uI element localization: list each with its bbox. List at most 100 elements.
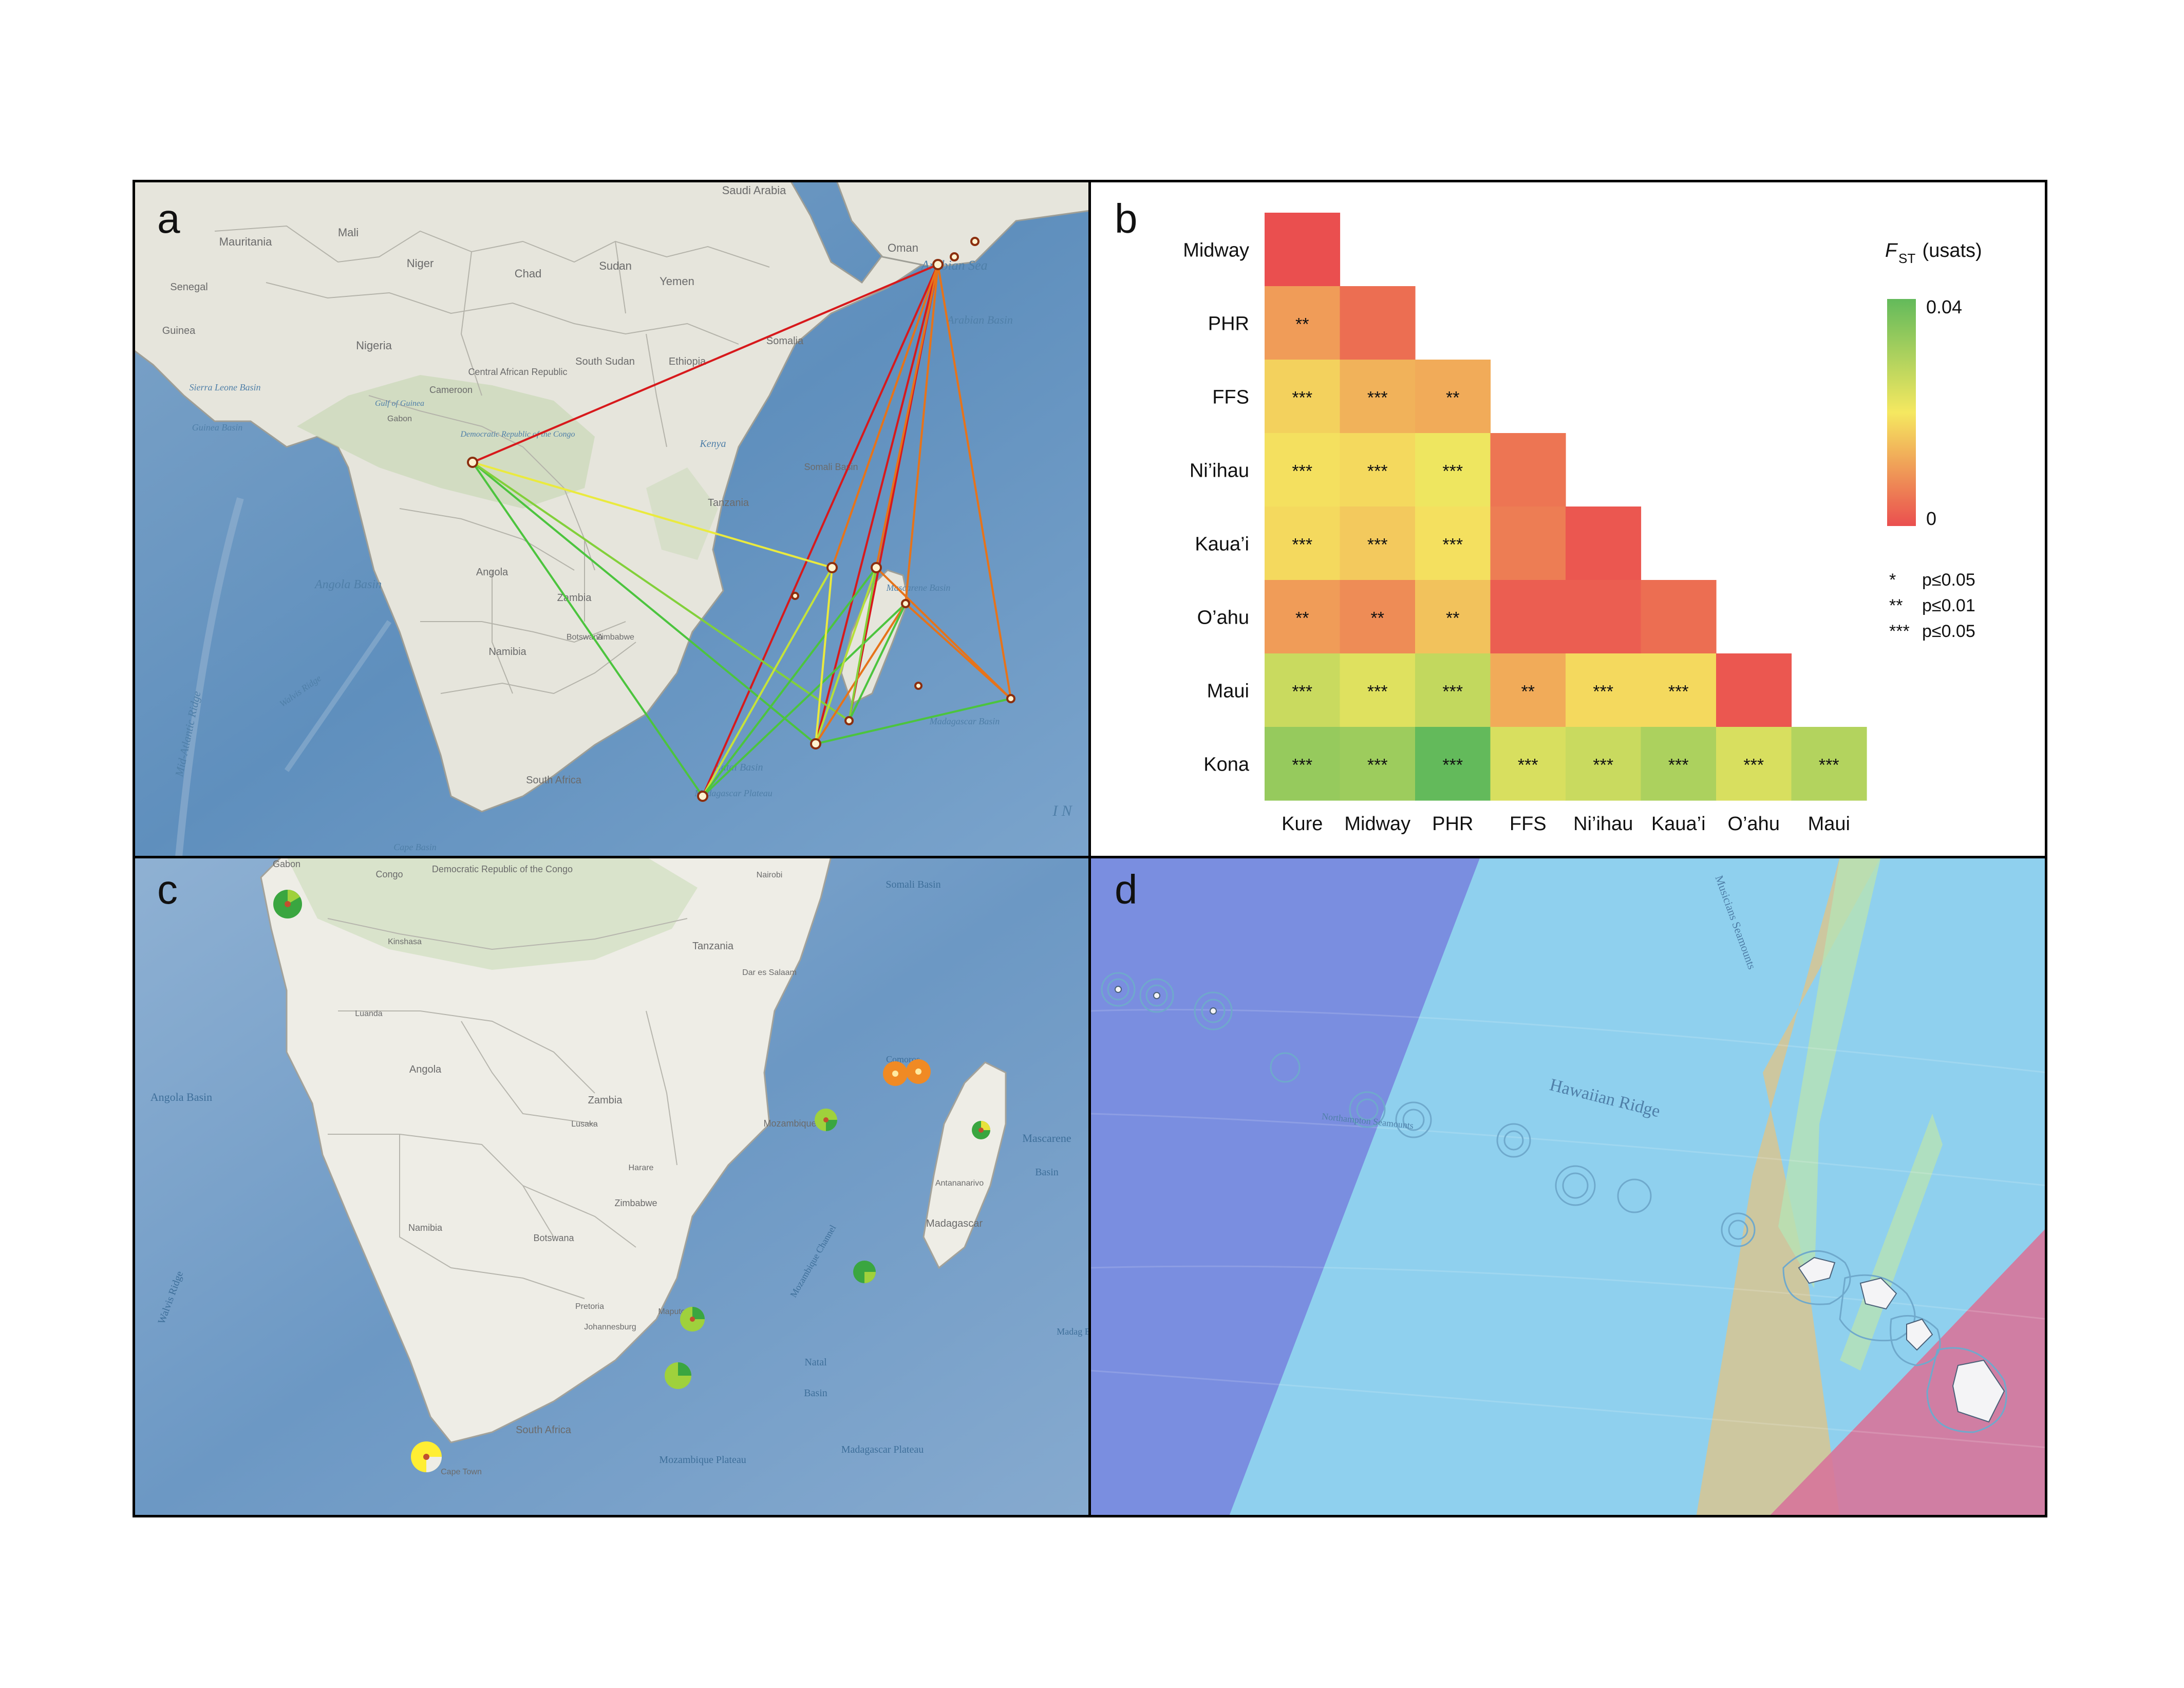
map-a: Saudi Arabia Mali Mauritania Niger Chad Sudan… [133, 180, 1090, 857]
heatmap-cell [1566, 727, 1642, 801]
map-label: Namibia [408, 1223, 443, 1233]
land-madagascar-c [922, 1061, 1007, 1269]
map-label: Natal [804, 1357, 827, 1368]
heatmap-cell [1265, 727, 1341, 801]
map-label: South Sudan [575, 356, 635, 367]
map-label: Kinshasa [388, 937, 422, 946]
map-label: Mozambique Plateau [659, 1454, 746, 1466]
significance-mark: *** [1819, 756, 1839, 775]
row-label: Kona [1203, 754, 1250, 776]
line-oman-nosybe [875, 264, 939, 568]
legend-title-sub: ST [1898, 251, 1915, 266]
panel-label-b: b [1115, 196, 1138, 241]
site-marker [970, 237, 980, 246]
map-label: Central African Republic [468, 367, 567, 377]
map-label: Cape Basin [393, 842, 437, 852]
legend-title-main: F [1885, 240, 1898, 261]
map-label: Democratic Republic of the Congo [432, 864, 573, 874]
vegetation-a [297, 375, 595, 509]
line-oman-madagascar [905, 264, 939, 604]
map-label: Madagascar Plateau [694, 788, 772, 798]
map-label: Yemen [660, 275, 694, 288]
heatmap-cell [1490, 433, 1566, 507]
site-marker [810, 738, 821, 749]
map-label: Basin [1035, 1167, 1059, 1178]
heatmap-cell [1791, 727, 1867, 801]
row-labels: Midway PHR FFS Ni’ihau Kaua’i O’ahu Maui Kona [1183, 240, 1250, 776]
site-marker [1006, 694, 1015, 703]
site-marker [791, 592, 799, 600]
line-maputo-madagascar [848, 603, 907, 721]
column-label: Ni’ihau [1573, 813, 1633, 835]
map-label: Sudan [599, 259, 632, 272]
heatmap-cell [1641, 727, 1717, 801]
pie-maputo [680, 1307, 705, 1331]
map-label: Oman [888, 241, 918, 254]
heatmap-cell [1716, 653, 1792, 727]
heatmap-cell [1340, 433, 1416, 507]
map-label: Ethiopia [669, 356, 706, 367]
map-label: Angola [476, 567, 509, 578]
region-yellow [1696, 857, 1881, 1517]
ridge2-a [284, 620, 392, 772]
map-label: Madagascar Basin [929, 716, 1000, 726]
site-marker [844, 716, 854, 725]
heatmap-cell [1415, 433, 1491, 507]
islands [1115, 986, 2005, 1423]
row-label: FFS [1212, 387, 1249, 408]
heatmap-cell [1340, 727, 1416, 801]
line-durban-mascarene [815, 698, 1011, 745]
heatmap-cell [1265, 580, 1341, 654]
map-label: Nigeria [356, 339, 392, 352]
row-label: Midway [1183, 240, 1249, 261]
column-label: PHR [1432, 813, 1473, 835]
map-label: Tanzania [708, 497, 749, 509]
significance-mark: ** [1371, 609, 1384, 628]
heatmap-cell [1415, 727, 1491, 801]
panel-a-connectivity-map: Saudi Arabia Mali Mauritania Niger Chad Sudan… [133, 180, 1090, 857]
pie-durban [665, 1362, 691, 1389]
row-label: PHR [1208, 313, 1249, 335]
sig-key-symbol: ** [1889, 596, 1903, 615]
line-oman-durban [815, 264, 939, 744]
panel-label-d: d [1115, 867, 1138, 912]
pie-madagascar-north [972, 1121, 990, 1139]
map-label: Cape Town [441, 1468, 482, 1476]
line-gabon-capetown [472, 461, 704, 797]
heatmap-cell [1265, 507, 1341, 580]
significance-mark: ** [1295, 609, 1309, 628]
site-marker [914, 682, 922, 690]
map-label: Zambia [588, 1095, 623, 1106]
line-capetown-comoros [702, 567, 833, 797]
column-label: Maui [1808, 813, 1850, 835]
heatmap-cell [1415, 360, 1491, 434]
line-durban-madagascar [815, 603, 907, 745]
significance-mark: *** [1518, 756, 1538, 775]
pie-mozambique [815, 1109, 837, 1131]
line-oman-capetown [702, 264, 939, 797]
map-label: Kenya [699, 438, 726, 449]
map-label: Sierra Leone Basin [190, 382, 261, 392]
site-marker [932, 259, 944, 270]
map-label: Gulf of Guinea [375, 399, 424, 408]
significance-mark: *** [1442, 756, 1463, 775]
line-nosybe-mascarene [875, 567, 1012, 700]
significance-mark: *** [1292, 682, 1312, 702]
legend-title-rest: (usats) [1917, 240, 1982, 261]
map-label: Johannesburg [584, 1323, 636, 1331]
map-label: Harare [629, 1164, 654, 1172]
significance-mark: *** [1292, 756, 1312, 775]
map-label: Guinea [162, 325, 196, 336]
heatmap-cell [1265, 653, 1341, 727]
panel-c-pie-map: Gabon Congo Democratic Republic of the Con… [133, 857, 1090, 1517]
map-label: Angola Basin [314, 578, 382, 591]
sig-key-symbol: *** [1889, 622, 1910, 641]
map-label: Mascarene [1022, 1132, 1071, 1145]
map-label: Maputo [658, 1307, 685, 1316]
map-label: Namibia [488, 646, 526, 658]
map-label: Guinea Basin [192, 422, 243, 433]
site-marker [871, 562, 882, 573]
map-label: Democratic Republic of the Congo [460, 430, 575, 439]
land-arabia-a [835, 180, 1090, 268]
